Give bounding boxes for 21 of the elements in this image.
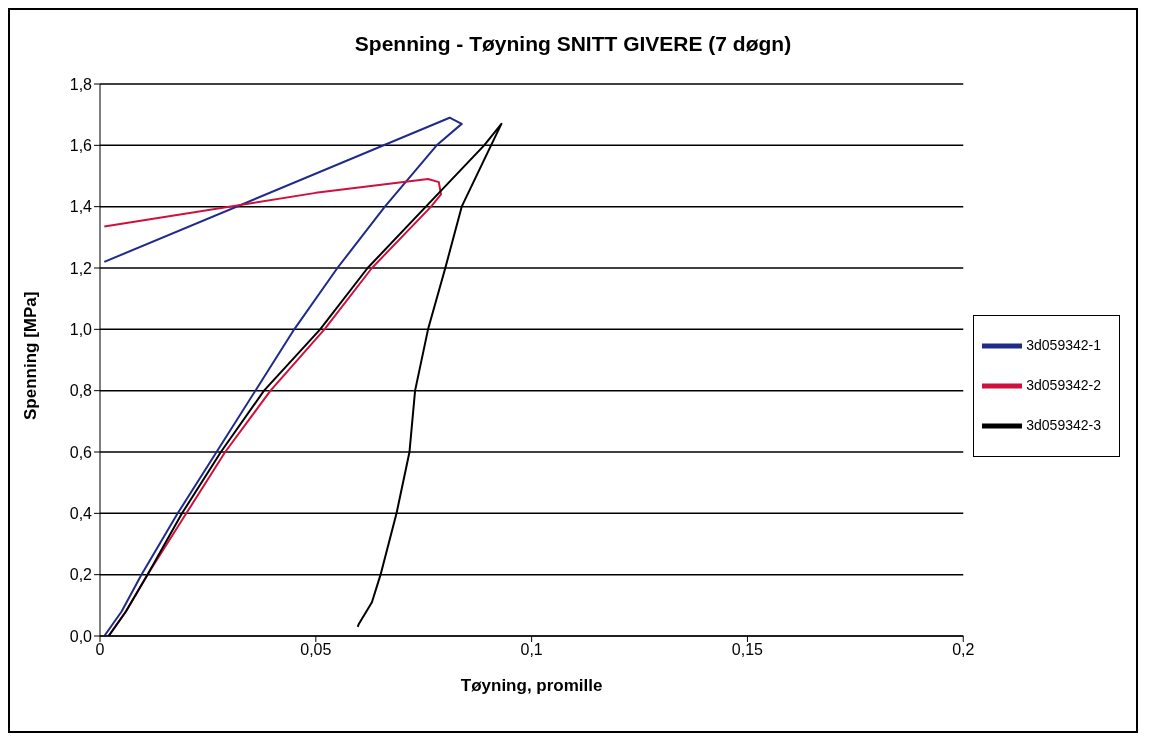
y-tick-label: 0,6	[69, 443, 93, 461]
y-tick-label: 1,6	[69, 137, 93, 155]
chart-title: Spenning - Tøyning SNITT GIVERE (7 døgn)	[353, 32, 793, 56]
y-tick-label: 1,8	[69, 75, 93, 93]
x-tick-label: 0,05	[300, 641, 332, 659]
y-tick-label: 0,4	[69, 505, 93, 523]
x-tick-label: 0,15	[731, 641, 764, 659]
y-axis-title: Spenning [MPa]	[21, 291, 41, 420]
legend-label: 3d059342-1	[1026, 336, 1101, 353]
y-tick-label: 1,4	[69, 198, 93, 216]
y-tick-label: 1,2	[69, 259, 93, 277]
x-tick-label: 0,2	[952, 641, 975, 659]
x-tick-label: 0,1	[520, 641, 543, 659]
y-tick-label: 0,8	[69, 382, 93, 400]
y-tick-label: 1,0	[69, 321, 93, 339]
x-tick-label: 0	[95, 641, 105, 659]
legend-label: 3d059342-2	[1026, 376, 1101, 393]
y-tick-label: 0,2	[69, 566, 93, 584]
x-axis-title: Tøyning, promille	[460, 676, 603, 695]
legend-label: 3d059342-3	[1026, 416, 1101, 433]
y-tick-label: 0,0	[69, 627, 93, 645]
